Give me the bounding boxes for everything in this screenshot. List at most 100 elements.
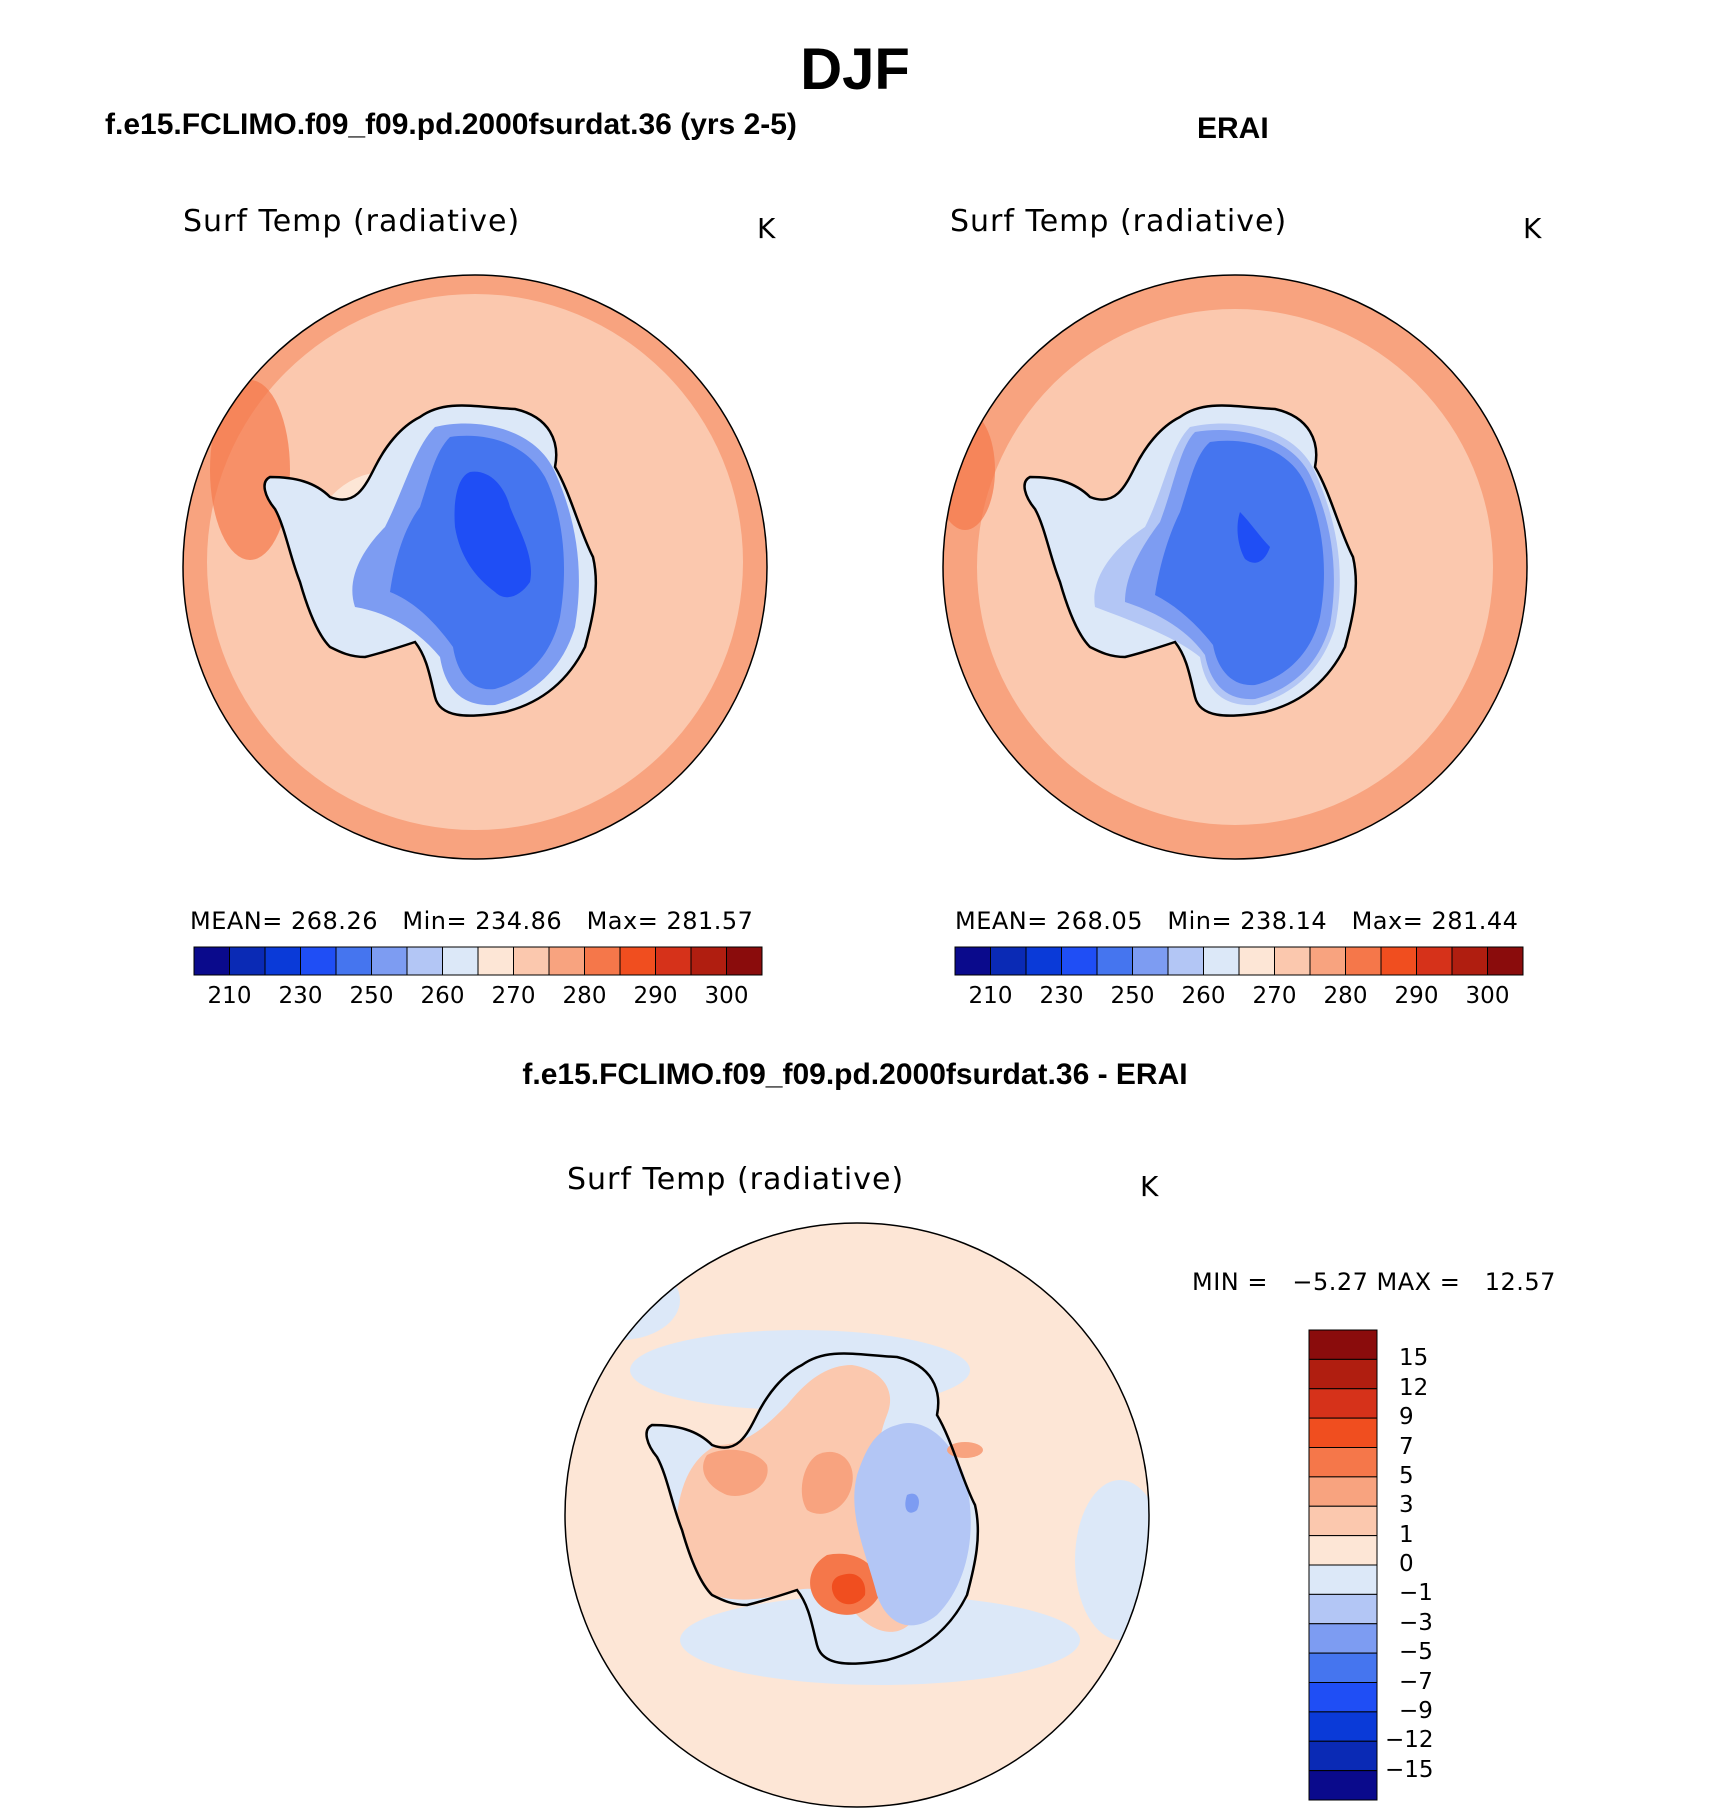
colorbar-tick-label: 5 — [1399, 1462, 1414, 1489]
mean-value: 268.05 — [1056, 907, 1143, 935]
min-value: 234.86 — [475, 907, 563, 935]
panel-model-stats: MEAN= 268.26 Min= 234.86 Max= 281.57 — [190, 907, 753, 935]
colorbar-cell — [1309, 946, 1346, 976]
mean-label: MEAN= — [190, 907, 283, 935]
colorbar-tick-label: 280 — [562, 983, 607, 1009]
panel-difference-variable: Surf Temp (radiative) — [567, 1162, 905, 1197]
colorbar-cell — [1451, 946, 1488, 976]
colorbar-tick-label: 15 — [1399, 1345, 1429, 1372]
colorbar-tick-label: 1 — [1399, 1521, 1414, 1548]
colorbar-erai — [954, 946, 1524, 976]
map-model — [183, 275, 767, 859]
colorbar-cell — [1096, 946, 1133, 976]
colorbar-cell — [371, 946, 408, 976]
colorbar-tick-label: −7 — [1399, 1668, 1433, 1695]
colorbar-cell — [1308, 1682, 1378, 1713]
colorbar-model — [193, 946, 763, 976]
panel-model-variable: Surf Temp (radiative) — [183, 204, 521, 239]
colorbar-tick-label: 300 — [1465, 983, 1510, 1009]
colorbar-cell — [726, 946, 763, 976]
colorbar-cell — [619, 946, 656, 976]
min-label: Min= — [402, 907, 468, 935]
colorbar-cell — [1416, 946, 1453, 976]
colorbar-tick-label: 210 — [968, 983, 1013, 1009]
panel-difference-units: K — [1140, 1170, 1159, 1203]
colorbar-tick-label: −12 — [1385, 1727, 1434, 1754]
min-value: 238.14 — [1240, 907, 1328, 935]
colorbar-tick-label: 270 — [1252, 983, 1297, 1009]
colorbar-tick-label: 7 — [1399, 1433, 1414, 1460]
colorbar-cell — [264, 946, 301, 976]
colorbar-cell — [335, 946, 372, 976]
colorbar-cell — [1025, 946, 1062, 976]
colorbar-cell — [193, 946, 230, 976]
max-label: Max= — [586, 907, 659, 935]
panel-difference-stats: MIN = −5.27 MAX = 12.57 — [1192, 1268, 1556, 1296]
colorbar-tick-label: 230 — [278, 983, 323, 1009]
colorbar-cell — [1203, 946, 1240, 976]
mean-label: MEAN= — [955, 907, 1048, 935]
colorbar-tick-label: 290 — [1394, 983, 1439, 1009]
colorbar-tick-label: 3 — [1399, 1492, 1414, 1519]
colorbar-cell — [1308, 1740, 1378, 1772]
colorbar-difference — [1308, 1329, 1378, 1801]
colorbar-tick-label: 270 — [491, 983, 536, 1009]
colorbar-cell — [1167, 946, 1204, 976]
colorbar-cell — [1308, 1623, 1378, 1654]
colorbar-cell — [1308, 1535, 1378, 1566]
colorbar-tick-label: 210 — [207, 983, 252, 1009]
map-difference-boundary — [564, 1222, 1150, 1808]
colorbar-cell — [442, 946, 479, 976]
colorbar-cell — [1308, 1593, 1378, 1625]
figure-title: DJF — [800, 37, 910, 102]
colorbar-cell — [1061, 946, 1098, 976]
max-value: 281.57 — [666, 907, 754, 935]
colorbar-cell — [1308, 1564, 1378, 1595]
colorbar-cell — [1308, 1358, 1378, 1390]
colorbar-tick-label: 230 — [1039, 983, 1084, 1009]
max-label: Max= — [1351, 907, 1424, 935]
colorbar-cell — [1345, 946, 1382, 976]
colorbar-cell — [477, 946, 514, 976]
colorbar-cell — [513, 946, 550, 976]
panel-difference-heading: f.e15.FCLIMO.f09_f09.pd.2000fsurdat.36 -… — [522, 1058, 1188, 1091]
min-label: Min= — [1167, 907, 1233, 935]
colorbar-cell — [1308, 1447, 1378, 1478]
colorbar-tick-label: 12 — [1399, 1374, 1429, 1401]
map-erai — [943, 275, 1527, 859]
colorbar-cell — [690, 946, 727, 976]
colorbar-tick-label: −3 — [1399, 1609, 1433, 1636]
panel-model-heading: f.e15.FCLIMO.f09_f09.pd.2000fsurdat.36 (… — [105, 108, 797, 141]
colorbar-cell — [954, 946, 991, 976]
colorbar-cell — [1308, 1476, 1378, 1507]
colorbar-cell — [1487, 946, 1524, 976]
colorbar-tick-label: −9 — [1399, 1697, 1433, 1724]
colorbar-cell — [990, 946, 1027, 976]
panel-erai-units: K — [1523, 212, 1542, 245]
colorbar-tick-label: 250 — [349, 983, 394, 1009]
colorbar-cell — [229, 946, 266, 976]
colorbar-cell — [1308, 1652, 1378, 1683]
colorbar-cell — [1380, 946, 1417, 976]
colorbar-tick-label: 290 — [633, 983, 678, 1009]
map-model-boundary — [182, 274, 768, 860]
mean-value: 268.26 — [291, 907, 378, 935]
colorbar-cell — [1308, 1329, 1378, 1360]
colorbar-cell — [1308, 1505, 1378, 1537]
colorbar-cell — [1308, 1770, 1378, 1801]
colorbar-tick-label: 260 — [420, 983, 465, 1009]
colorbar-cell — [300, 946, 337, 976]
colorbar-tick-label: 280 — [1323, 983, 1368, 1009]
colorbar-tick-label: −5 — [1399, 1639, 1433, 1666]
colorbar-cell — [1274, 946, 1311, 976]
colorbar-cell — [406, 946, 443, 976]
map-difference — [565, 1223, 1149, 1807]
colorbar-cell — [1132, 946, 1169, 976]
colorbar-cell — [1238, 946, 1275, 976]
panel-erai-heading: ERAI — [1197, 112, 1269, 145]
colorbar-cell — [584, 946, 621, 976]
panel-erai-stats: MEAN= 268.05 Min= 238.14 Max= 281.44 — [955, 907, 1518, 935]
panel-model-units: K — [757, 212, 776, 245]
